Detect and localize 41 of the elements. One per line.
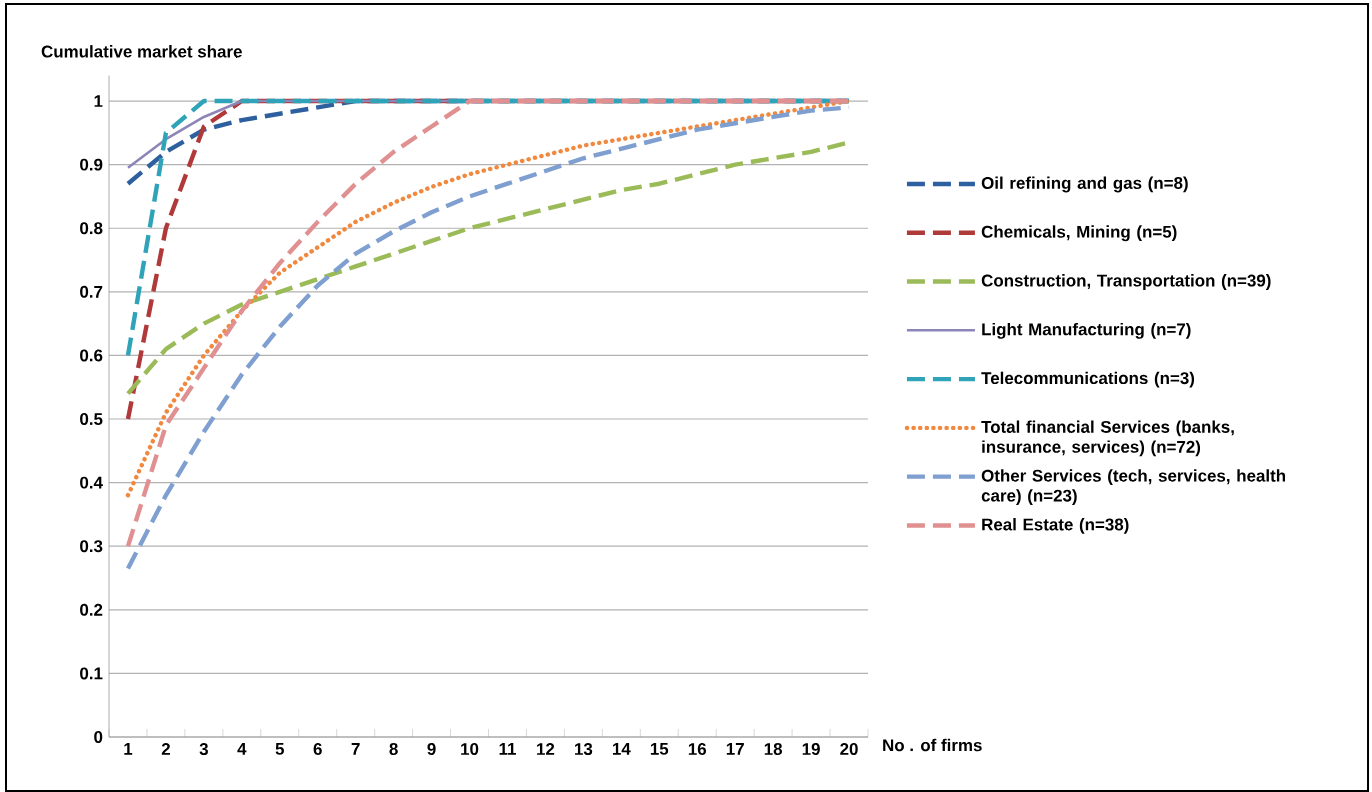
x-tick-label: 20 xyxy=(840,743,858,756)
y-tick-label: 0.7 xyxy=(80,285,103,298)
x-tick-label: 18 xyxy=(764,743,783,756)
y-tick-label: 0.5 xyxy=(80,413,103,425)
y-tick-label: 0.3 xyxy=(80,540,103,553)
x-tick-label: 1 xyxy=(124,743,133,755)
x-tick-label: 15 xyxy=(650,743,669,755)
x-tick-label: 9 xyxy=(427,743,436,756)
legend-label: Other Services (tech, services, health care) (n=23) xyxy=(981,469,1286,505)
legend-label: Real Estate (n=38) xyxy=(982,518,1129,534)
x-tick-label: 17 xyxy=(726,743,744,755)
x-tick-label: 13 xyxy=(575,743,593,756)
x-tick-label: 2 xyxy=(161,743,170,755)
legend-label: Light Manufacturing (n=7) xyxy=(982,322,1191,339)
x-tick-label: 6 xyxy=(313,743,322,756)
legend-label: Chemicals, Mining (n=5) xyxy=(981,225,1177,242)
x-tick-label: 10 xyxy=(461,743,479,756)
x-tick-label: 16 xyxy=(688,743,707,756)
y-tick-label: 0.9 xyxy=(80,158,103,171)
x-tick-label: 8 xyxy=(389,743,398,756)
legend-label: Oil refining and gas (n=8) xyxy=(981,176,1188,193)
x-tick-label: 7 xyxy=(351,743,360,755)
x-tick-label: 12 xyxy=(537,743,555,755)
y-tick-label: 1 xyxy=(94,95,103,107)
x-tick-label: 14 xyxy=(612,743,631,755)
legend-label: Total financial Services (banks, insurance, services) (n=72) xyxy=(981,420,1234,457)
x-tick-label: 5 xyxy=(275,743,284,755)
y-axis-title: Cumulative market share xyxy=(41,45,242,58)
y-tick-label: 0.1 xyxy=(80,667,103,680)
x-tick-label: 3 xyxy=(199,743,208,756)
y-tick-label: 0 xyxy=(94,731,103,743)
y-tick-label: 0.6 xyxy=(80,349,103,362)
legend-label: Construction, Transportation (n=39) xyxy=(981,274,1271,290)
y-tick-label: 0.4 xyxy=(80,476,103,489)
y-tick-label: 0.2 xyxy=(80,603,103,616)
x-tick-label: 19 xyxy=(802,743,820,756)
legend-label: Telecommunications (n=3) xyxy=(981,371,1195,388)
y-tick-label: 0.8 xyxy=(80,222,103,235)
x-tick-label: 11 xyxy=(499,743,516,755)
x-tick-label: 4 xyxy=(237,743,247,755)
x-axis-title: No . of firms xyxy=(883,738,982,752)
